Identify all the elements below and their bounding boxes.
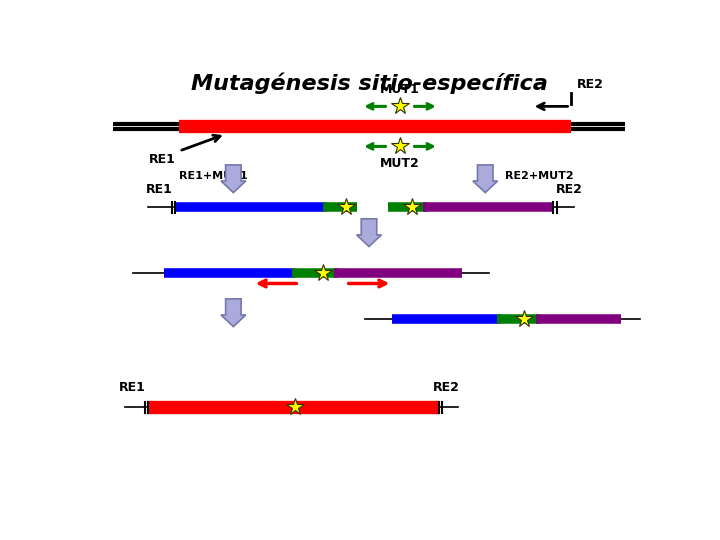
Text: MUT1: MUT1 bbox=[380, 83, 420, 96]
Text: RE1: RE1 bbox=[120, 381, 146, 394]
Text: MUT2: MUT2 bbox=[380, 157, 420, 170]
Polygon shape bbox=[473, 165, 498, 193]
Text: RE2: RE2 bbox=[577, 78, 603, 91]
Polygon shape bbox=[221, 299, 246, 327]
Text: RE2: RE2 bbox=[556, 183, 582, 195]
Text: RE1: RE1 bbox=[146, 183, 174, 195]
Polygon shape bbox=[356, 219, 382, 247]
Text: Mutagénesis sitio-específica: Mutagénesis sitio-específica bbox=[191, 72, 547, 94]
Polygon shape bbox=[221, 165, 246, 193]
Text: RE2+MUT2: RE2+MUT2 bbox=[505, 171, 573, 181]
Text: RE2: RE2 bbox=[433, 381, 460, 394]
Text: RE1+MUT1: RE1+MUT1 bbox=[179, 171, 248, 181]
Text: RE1: RE1 bbox=[148, 153, 175, 166]
